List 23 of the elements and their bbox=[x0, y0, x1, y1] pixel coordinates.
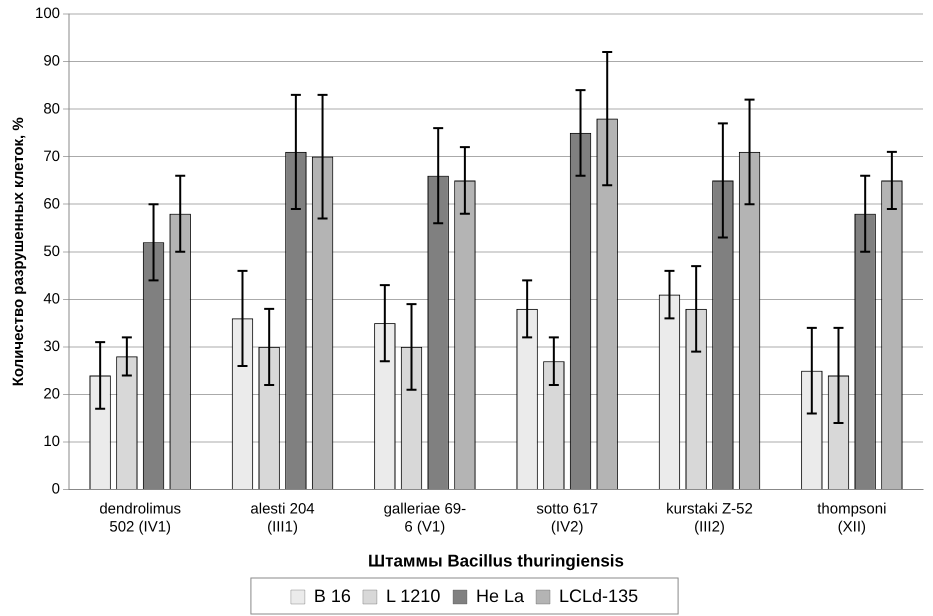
y-tick-label: 10 bbox=[43, 433, 60, 450]
x-axis-title: Штаммы Bacillus thuringiensis bbox=[368, 551, 624, 570]
y-tick-label: 20 bbox=[43, 386, 60, 403]
y-tick-label: 40 bbox=[43, 290, 60, 308]
legend-label: L 1210 bbox=[386, 586, 440, 606]
y-tick-label: 80 bbox=[43, 100, 60, 118]
legend-label: LCLd-135 bbox=[559, 586, 638, 606]
legend-label: B 16 bbox=[314, 586, 351, 606]
y-tick-label: 0 bbox=[52, 480, 60, 498]
x-tick-label: kurstaki Z-52 (III2) bbox=[666, 500, 753, 536]
x-tick-label: alesti 204 (III1) bbox=[250, 500, 315, 536]
x-tick-label: thompsoni (XII) bbox=[817, 500, 886, 536]
x-tick-label: galleriae 69-6 (V1) bbox=[384, 500, 466, 536]
legend-label: He La bbox=[476, 586, 526, 606]
y-tick-label: 100 bbox=[34, 5, 60, 22]
y-tick-label: 70 bbox=[43, 148, 60, 165]
y-tick-label: 30 bbox=[43, 338, 60, 356]
y-tick-label: 50 bbox=[43, 242, 60, 260]
y-tick-label: 60 bbox=[43, 195, 60, 212]
y-axis-title: Количество разрушенных клеток, % bbox=[10, 117, 28, 386]
x-tick-label: sotto 617 (IV2) bbox=[536, 500, 598, 536]
y-tick-label: 90 bbox=[43, 52, 60, 70]
x-tick-label: dendrolimus 502 (IV1) bbox=[99, 500, 182, 536]
